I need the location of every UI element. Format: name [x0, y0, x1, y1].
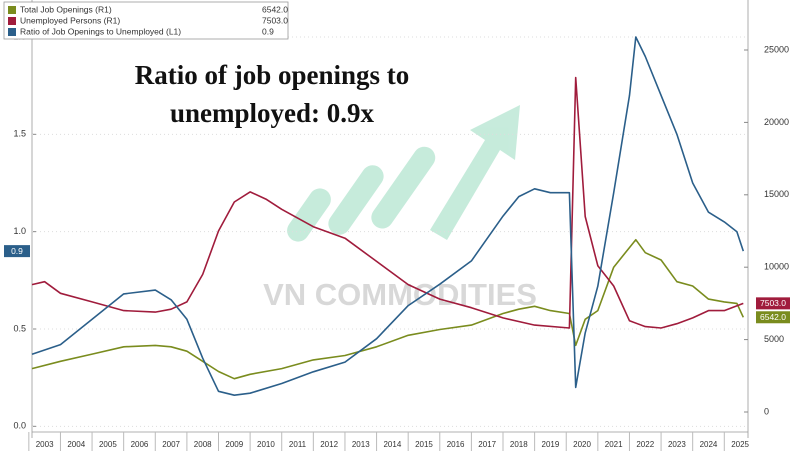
x-tick-label: 2007 [162, 440, 180, 449]
y-tick-label: 0.0 [13, 421, 26, 431]
value-tag [756, 311, 790, 324]
x-tick-label: 2011 [289, 440, 307, 449]
value-tag [4, 245, 30, 258]
legend-value: 7503.0 [262, 15, 288, 25]
legend-swatch [8, 28, 16, 36]
x-tick-label: 2025 [731, 440, 749, 449]
legend-label: Total Job Openings (R1) [20, 4, 112, 14]
y-tick-label: 1.5 [13, 129, 26, 139]
x-tick-label: 2012 [320, 440, 338, 449]
value-tag-label: 7503.0 [760, 298, 786, 308]
value-tag [756, 297, 790, 310]
x-tick-label: 2005 [99, 440, 117, 449]
y2-tick-label: 15000 [764, 189, 789, 199]
watermark: VN COMMODITIES [263, 277, 537, 312]
legend-label: Unemployed Persons (R1) [20, 15, 120, 25]
y-tick-label: 1.0 [13, 226, 26, 236]
y2-tick-label: 20000 [764, 117, 789, 127]
annotation: unemployed: 0.9x [170, 98, 375, 128]
legend-swatch [8, 17, 16, 25]
y2-tick-label: 0 [764, 406, 769, 416]
legend-box [3, 1, 289, 40]
y2-tick-label: 5000 [764, 334, 784, 344]
x-tick-label: 2015 [415, 440, 433, 449]
series-line [31, 76, 744, 329]
x-tick-label: 2022 [636, 440, 654, 449]
x-tick-label: 2021 [605, 440, 623, 449]
x-tick-label: 2014 [383, 440, 401, 449]
value-tag-label: 6542.0 [760, 312, 786, 322]
x-tick-label: 2013 [352, 440, 370, 449]
legend-value: 6542.0 [262, 4, 288, 14]
legend-label: Ratio of Job Openings to Unemployed (L1) [20, 26, 181, 36]
x-tick-label: 2016 [447, 440, 465, 449]
series-line [31, 238, 745, 380]
x-tick-label: 2023 [668, 440, 686, 449]
x-tick-label: 2024 [700, 440, 718, 449]
legend-swatch [8, 6, 16, 14]
x-tick-label: 2019 [542, 440, 560, 449]
x-tick-label: 2020 [573, 440, 591, 449]
y2-tick-label: 10000 [764, 262, 789, 272]
x-tick-label: 2009 [225, 440, 243, 449]
x-tick-label: 2017 [478, 440, 496, 449]
series-line [31, 36, 745, 396]
x-tick-label: 2010 [257, 440, 275, 449]
x-tick-label: 2018 [510, 440, 528, 449]
x-tick-label: 2008 [194, 440, 212, 449]
value-tag-label: 0.9 [11, 246, 23, 256]
legend: Total Job Openings (R1) 6542.0 Unemployed … [8, 4, 288, 36]
x-tick-label: 2004 [67, 440, 85, 449]
x-tick-label: 2003 [36, 440, 54, 449]
y2-tick-label: 25000 [764, 44, 789, 54]
legend-value: 0.9 [262, 26, 274, 36]
logo [287, 105, 520, 242]
x-tick-label: 2006 [131, 440, 149, 449]
y-tick-label: 0.5 [13, 323, 26, 333]
annotation: Ratio of job openings to [135, 60, 410, 90]
